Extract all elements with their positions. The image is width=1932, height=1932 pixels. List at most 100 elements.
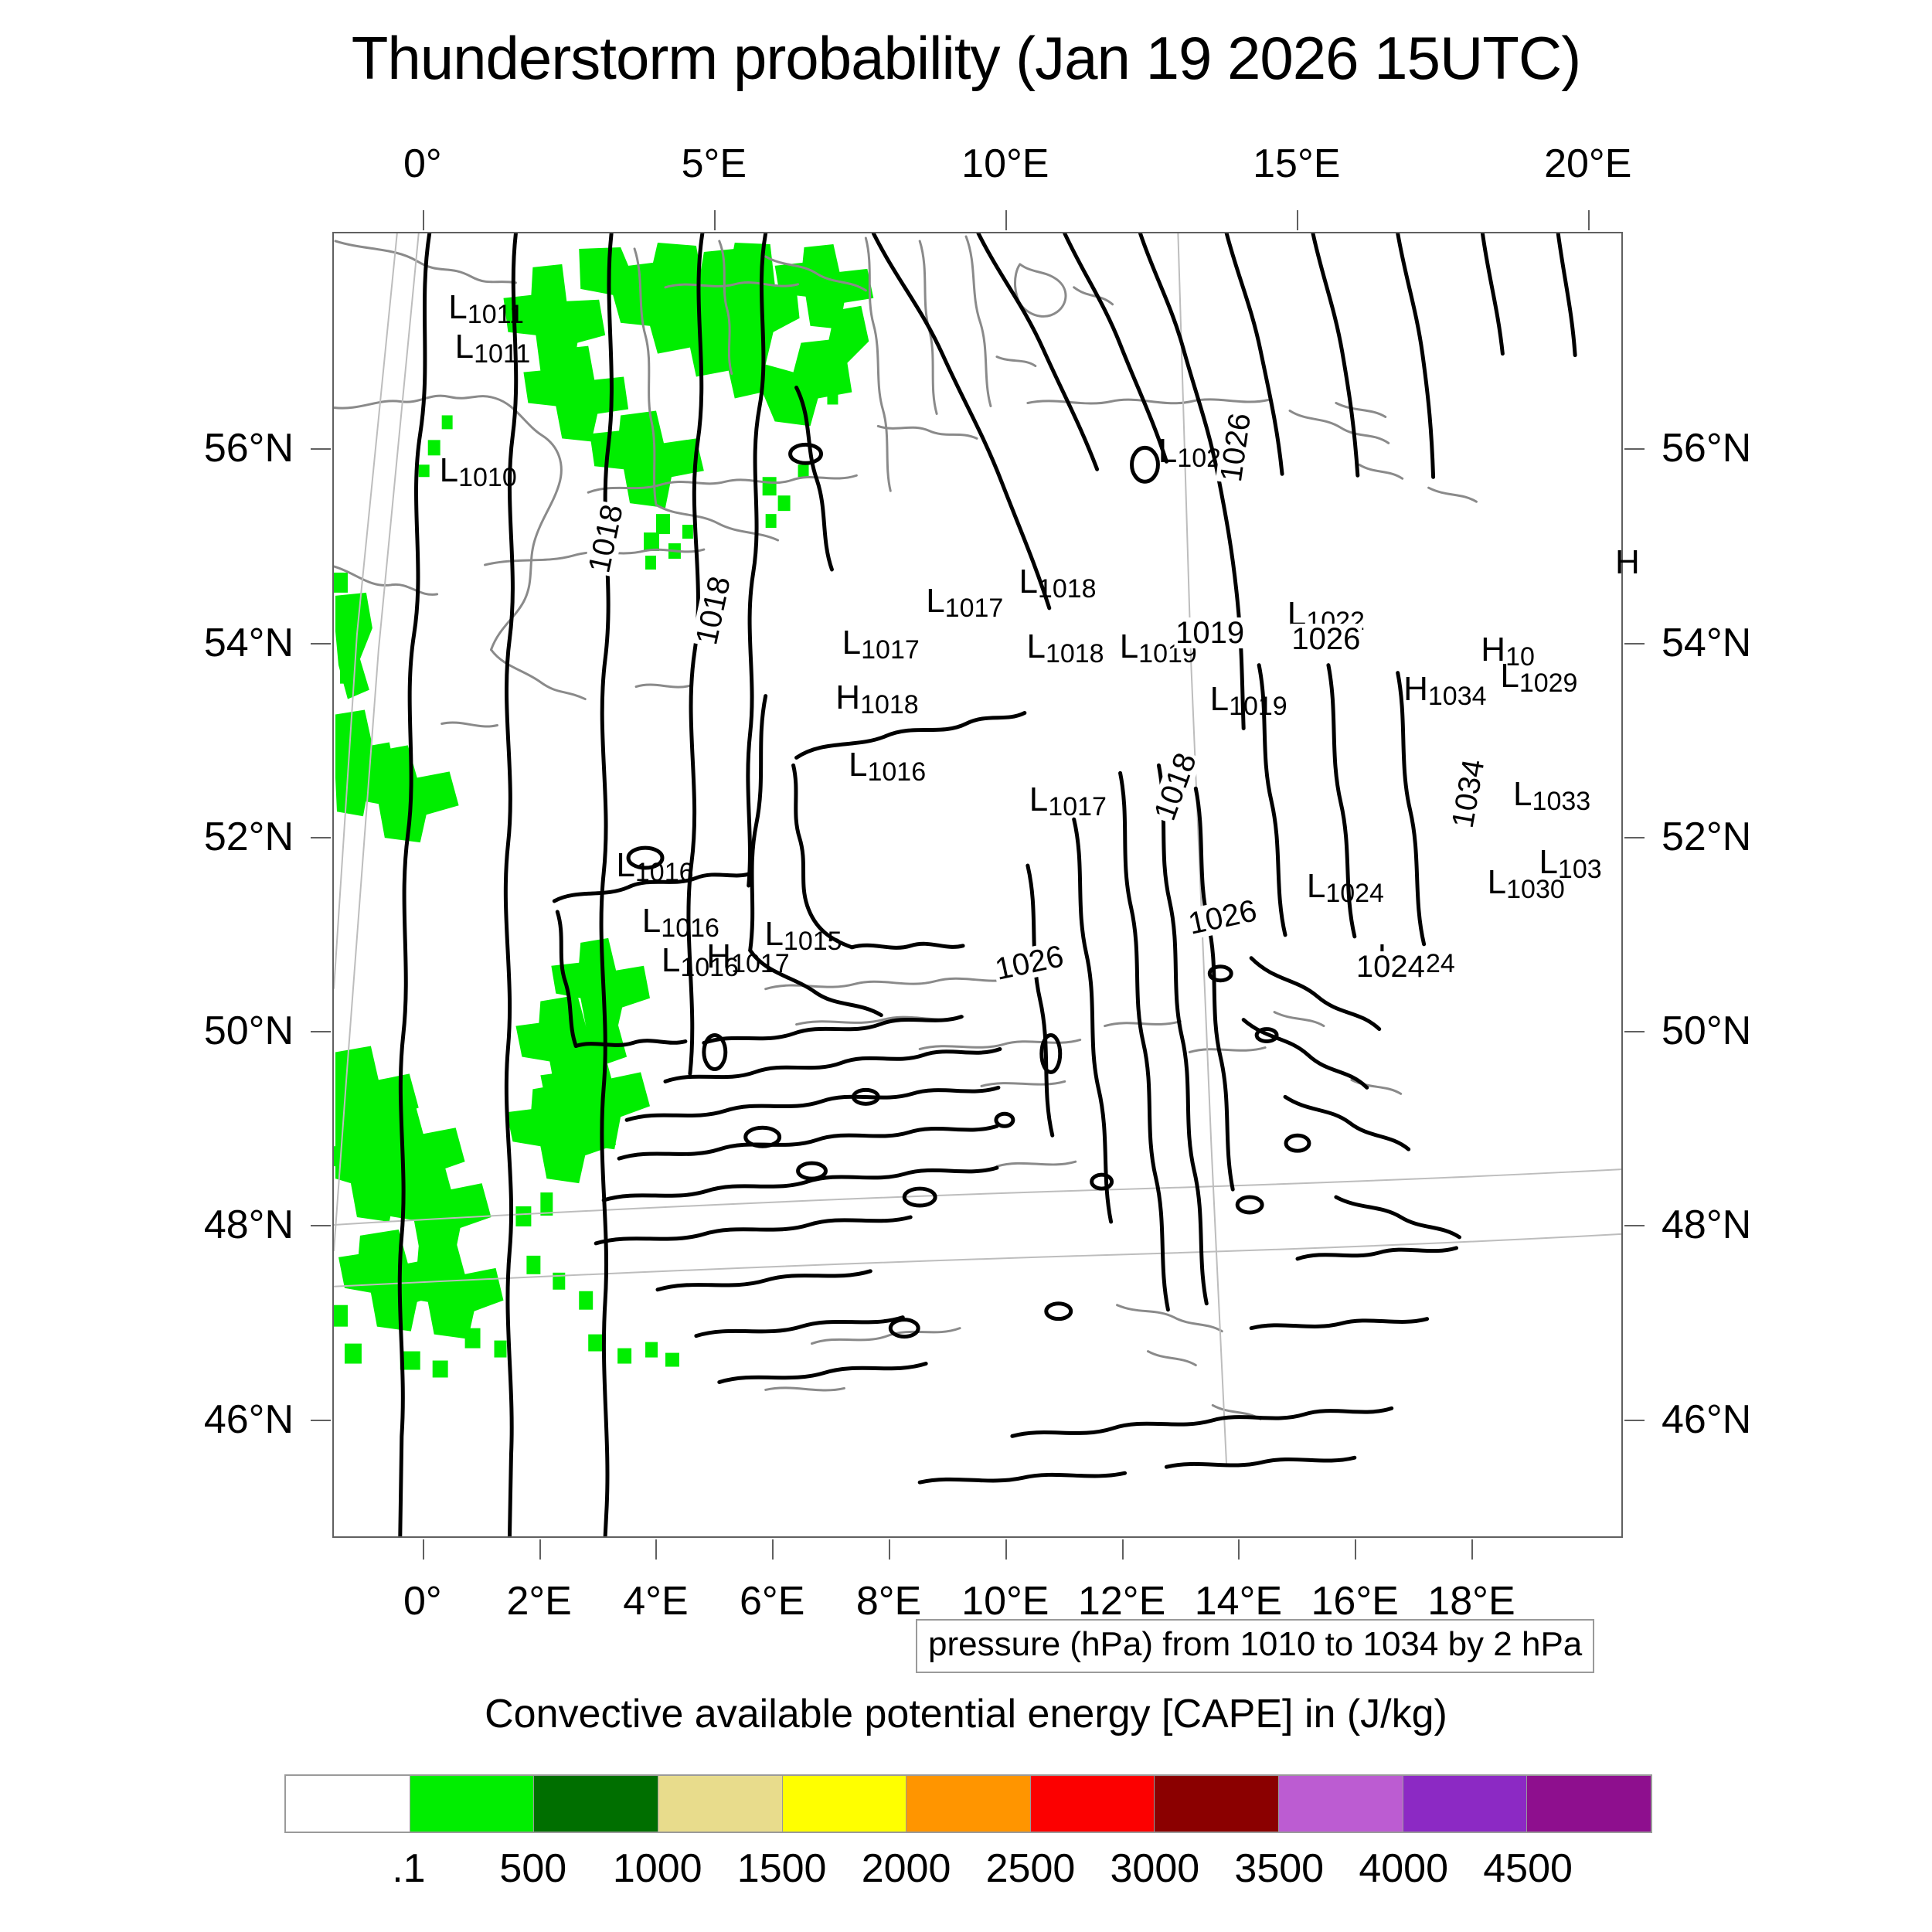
- pressure-center-type: L: [641, 902, 662, 940]
- cape-colorbar-labels: .1 500 1000 1500 2000 2500 3000 3500 4000 4500: [284, 1845, 1652, 1900]
- axis-label-right: 46°N: [1662, 1396, 1752, 1442]
- pressure-note: pressure (hPa) from 1010 to 1034 by 2 hP…: [916, 1619, 1595, 1673]
- colorbar-cell[interactable]: [1154, 1776, 1279, 1832]
- map-plot-area[interactable]: [332, 232, 1623, 1538]
- axis-tick-top: [1005, 210, 1007, 230]
- low-pressure-label: L103: [1539, 845, 1601, 883]
- axis-label-left: 46°N: [203, 1396, 294, 1442]
- colorbar-cell[interactable]: [657, 1776, 782, 1832]
- low-pressure-label: L1017: [1029, 783, 1107, 821]
- axis-label-left: 48°N: [203, 1202, 294, 1248]
- colorbar-cell[interactable]: [781, 1776, 906, 1832]
- isobar-value-label: 1026: [1290, 622, 1362, 657]
- pressure-center-type: L: [764, 915, 784, 954]
- pressure-center-value: 1029: [1519, 668, 1578, 698]
- low-pressure-label: L1018: [1026, 628, 1104, 668]
- pressure-center-type: L: [1026, 628, 1046, 666]
- pressure-center-value: 1016: [867, 757, 927, 787]
- axis-tick-left: [311, 1031, 331, 1033]
- axis-label-right: 52°N: [1662, 814, 1752, 859]
- axis-label-bottom: 0°: [403, 1579, 442, 1624]
- pressure-center-type: L: [842, 624, 862, 662]
- pressure-center-type: L: [1539, 843, 1558, 882]
- axis-tick-right: [1624, 642, 1645, 645]
- axis-label-bottom: 4°E: [623, 1579, 689, 1624]
- axis-label-left: 54°N: [203, 620, 294, 665]
- axis-tick-right: [1624, 1031, 1645, 1033]
- high-pressure-label: H1018: [835, 679, 919, 720]
- axis-tick-left: [311, 448, 331, 451]
- axis-tick-top: [1296, 210, 1298, 230]
- axis-label-left: 56°N: [203, 426, 294, 471]
- colorbar-tick-label: 500: [499, 1846, 567, 1891]
- pressure-center-type: H: [835, 679, 861, 717]
- pressure-center-type: L: [454, 327, 474, 366]
- axis-label-bottom: 2°E: [506, 1579, 572, 1624]
- pressure-center-type: H: [1481, 630, 1506, 668]
- pressure-center-value: 1034: [1427, 681, 1487, 711]
- colorbar-caption: Convective available potential energy [C…: [485, 1692, 1447, 1736]
- pressure-center-type: H: [1614, 543, 1640, 581]
- pressure-center-value: 1018: [1037, 574, 1097, 604]
- map-canvas: [334, 233, 1621, 1536]
- low-pressure-label: L1016: [616, 845, 693, 886]
- colorbar-cell[interactable]: [1029, 1776, 1155, 1832]
- colorbar-tick-label: 4000: [1359, 1846, 1449, 1891]
- axis-tick-left: [311, 642, 331, 645]
- isobar-value-label: 1019: [1174, 615, 1247, 650]
- colorbar-tick-label: 4500: [1483, 1846, 1573, 1891]
- low-pressure-label: L1010: [440, 454, 517, 492]
- axis-label-right: 50°N: [1662, 1009, 1752, 1054]
- pressure-center-value: 103: [1557, 855, 1602, 885]
- coastline-layer: [334, 235, 1478, 1420]
- pressure-center-value: 10: [1505, 641, 1535, 672]
- colorbar-cell[interactable]: [533, 1776, 658, 1832]
- pressure-center-value: 1018: [860, 690, 919, 720]
- pressure-center-type: L: [1209, 680, 1230, 719]
- axis-tick-bottom: [655, 1539, 658, 1560]
- axis-tick-right: [1624, 448, 1645, 451]
- colorbar-cell[interactable]: [906, 1776, 1030, 1832]
- pressure-center-type: L: [1500, 656, 1519, 695]
- axis-tick-bottom: [1471, 1539, 1473, 1560]
- axis-tick-left: [311, 1225, 331, 1227]
- low-pressure-label: L1011: [454, 327, 531, 367]
- pressure-center-value: 1016: [680, 953, 739, 983]
- pressure-center-value: 1017: [731, 949, 790, 979]
- pressure-center-value: 1019: [1229, 692, 1287, 722]
- colorbar-cell[interactable]: [1278, 1776, 1403, 1832]
- axis-tick-top: [422, 210, 424, 230]
- axis-label-bottom: 12°E: [1077, 1579, 1166, 1624]
- axis-tick-top: [1587, 210, 1590, 230]
- axis-label-bottom: 14°E: [1194, 1579, 1283, 1624]
- isobar-layer: [397, 233, 1577, 1536]
- pressure-center-type: L: [1119, 628, 1139, 666]
- low-pressure-label: L1024: [1307, 869, 1384, 906]
- axis-tick-top: [713, 210, 716, 230]
- axis-tick-bottom: [1005, 1539, 1007, 1560]
- cape-shading-layer: [334, 242, 874, 1378]
- colorbar-cell[interactable]: [409, 1776, 534, 1832]
- axis-tick-right: [1624, 1419, 1645, 1421]
- axis-label-bottom: 16°E: [1311, 1579, 1399, 1624]
- pressure-center-type: L: [849, 745, 868, 784]
- cape-colorbar[interactable]: [284, 1774, 1652, 1833]
- colorbar-tick-label: 2000: [861, 1846, 951, 1891]
- low-pressure-label: L1019: [1209, 680, 1287, 722]
- colorbar-cell[interactable]: [286, 1776, 410, 1832]
- pressure-center-type: L: [616, 845, 635, 884]
- colorbar-cell[interactable]: [1402, 1776, 1527, 1832]
- pressure-center-value: 1024: [1325, 878, 1384, 908]
- axis-tick-right: [1624, 836, 1645, 838]
- low-pressure-label: L1030: [1488, 865, 1565, 903]
- pressure-center-type: L: [448, 288, 468, 327]
- low-pressure-label: L1016: [849, 745, 927, 787]
- pressure-center-type: H: [706, 937, 732, 975]
- pressure-center-value: 1016: [661, 913, 719, 944]
- colorbar-cell[interactable]: [1526, 1776, 1651, 1832]
- axis-label-top: 10°E: [961, 141, 1049, 186]
- high-pressure-label: H: [1614, 543, 1640, 583]
- axis-tick-bottom: [1355, 1539, 1357, 1560]
- axis-label-right: 48°N: [1662, 1202, 1752, 1248]
- high-pressure-label: H1034: [1403, 672, 1486, 709]
